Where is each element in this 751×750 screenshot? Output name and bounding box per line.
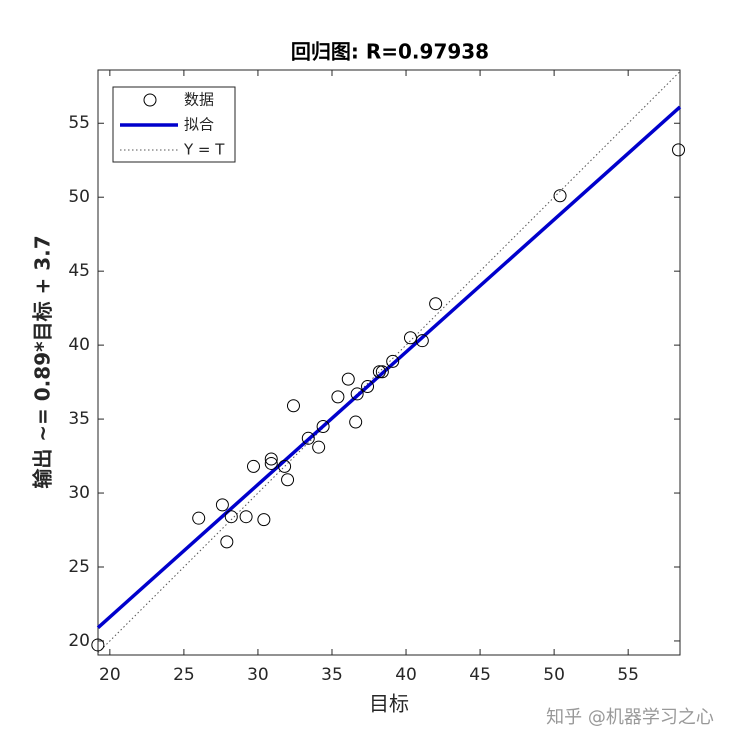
- legend-label: 拟合: [184, 116, 214, 134]
- data-point: [372, 365, 386, 379]
- data-point: [672, 143, 686, 157]
- y-tick-label: 45: [68, 261, 90, 281]
- data-point: [375, 365, 389, 379]
- x-tick-label: 30: [247, 665, 269, 685]
- x-axis-label: 目标: [369, 692, 409, 716]
- legend-label: 数据: [184, 91, 214, 109]
- identity-line: [97, 71, 681, 654]
- data-point: [215, 498, 229, 512]
- x-tick-label: 20: [99, 665, 121, 685]
- data-point: [91, 638, 105, 652]
- data-point: [257, 513, 271, 527]
- data-point: [349, 415, 363, 429]
- data-point: [312, 440, 326, 454]
- data-point: [301, 431, 315, 445]
- y-axis-label: 输出 ~= 0.89*目标 + 3.7: [31, 235, 55, 488]
- y-tick-label: 30: [68, 483, 90, 503]
- data-point: [224, 510, 238, 524]
- x-tick-label: 50: [543, 665, 565, 685]
- y-tick-label: 55: [68, 113, 90, 133]
- x-tick-label: 55: [617, 665, 639, 685]
- data-point: [316, 419, 330, 433]
- data-point: [281, 473, 295, 487]
- data-point: [403, 331, 417, 345]
- x-tick-label: 25: [173, 665, 195, 685]
- data-point: [350, 387, 364, 401]
- x-tick-label: 40: [395, 665, 417, 685]
- data-point: [341, 372, 355, 386]
- y-tick-label: 20: [68, 631, 90, 651]
- data-point: [264, 456, 278, 470]
- plot-area: [97, 69, 681, 656]
- data-point: [278, 459, 292, 473]
- data-point: [286, 399, 300, 413]
- y-tick-label: 25: [68, 557, 90, 577]
- watermark: 知乎 @机器学习之心: [546, 707, 714, 728]
- data-point: [192, 511, 206, 525]
- y-tick-label: 35: [68, 409, 90, 429]
- data-point: [331, 390, 345, 404]
- data-point: [246, 459, 260, 473]
- x-tick-label: 45: [469, 665, 491, 685]
- chart-title: 回归图: R=0.97938: [291, 40, 489, 64]
- x-tick-label: 35: [321, 665, 343, 685]
- data-point: [429, 297, 443, 311]
- data-point: [386, 354, 400, 368]
- data-point: [220, 535, 234, 549]
- data-point: [415, 334, 429, 348]
- y-tick-label: 40: [68, 335, 90, 355]
- fit-line: [96, 105, 682, 629]
- y-tick-label: 50: [68, 187, 90, 207]
- legend-marker: [143, 93, 157, 107]
- data-point: [264, 452, 278, 466]
- legend-label: Y = T: [183, 141, 225, 159]
- data-point: [553, 189, 567, 203]
- data-point: [361, 380, 375, 394]
- data-point: [239, 510, 253, 524]
